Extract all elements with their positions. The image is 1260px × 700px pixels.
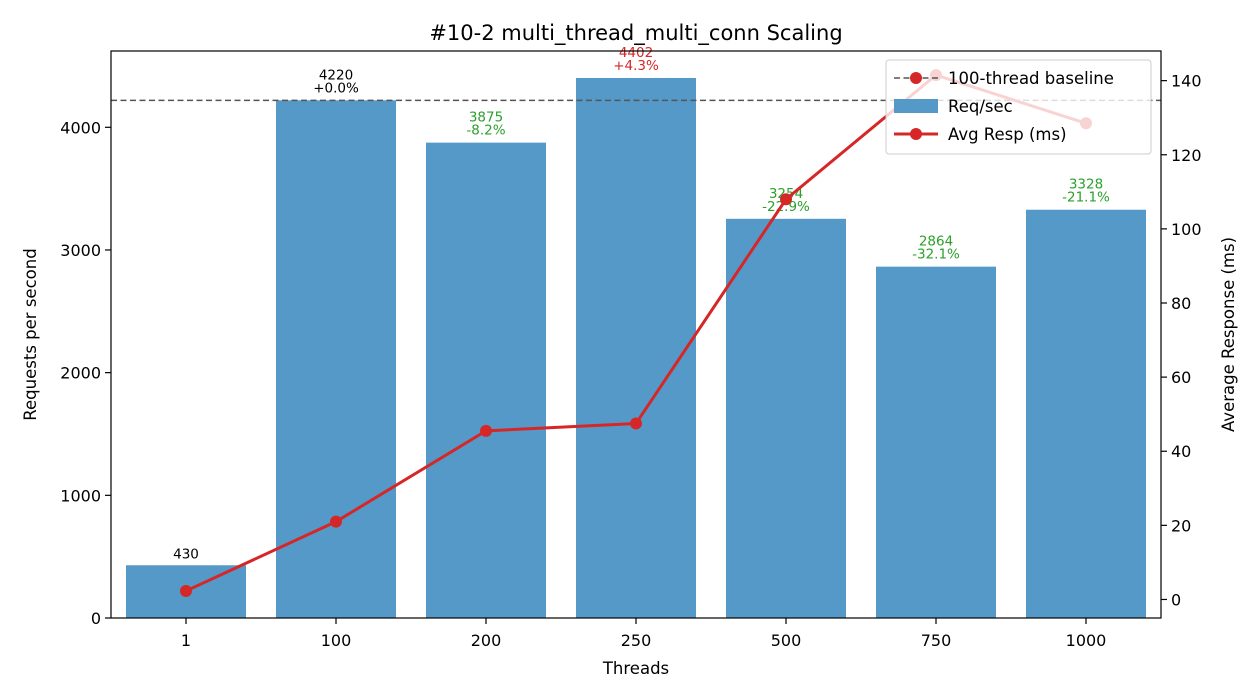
bar-value-label: 430 (173, 546, 199, 562)
legend-entry-baseline: 100-thread baseline (948, 69, 1114, 88)
y2-tick-label: 100 (1171, 220, 1202, 239)
bar-500 (726, 218, 846, 618)
x-tick-label: 750 (921, 631, 952, 650)
bar-pct-label: -21.1% (1062, 190, 1110, 206)
y2-tick-label: 140 (1171, 72, 1202, 91)
y-tick-label: 4000 (60, 118, 101, 137)
bar-value-label: 4402 (619, 45, 653, 61)
bar-pct-label: -22.9% (762, 199, 810, 215)
bar-250 (576, 77, 696, 618)
legend-bar-swatch (894, 99, 938, 113)
legend-line-marker (910, 128, 922, 140)
chart-title: #10-2 multi_thread_multi_conn Scaling (429, 21, 842, 46)
y-axis-label: Requests per second (21, 248, 40, 420)
legend-entry-req-sec: Req/sec (948, 97, 1013, 116)
y-tick-label: 3000 (60, 241, 101, 260)
bar-100 (276, 100, 396, 619)
avg-resp-point (330, 515, 342, 528)
y2-tick-label: 40 (1171, 442, 1191, 461)
y-tick-label: 1000 (60, 486, 101, 505)
y2-tick-label: 60 (1171, 368, 1191, 387)
x-tick-label: 500 (771, 631, 802, 650)
avg-resp-point (780, 193, 792, 206)
y2-tick-label: 120 (1171, 146, 1202, 165)
y-tick-label: 0 (91, 609, 101, 628)
legend-baseline-marker (910, 72, 922, 84)
bar-pct-label: -32.1% (912, 247, 960, 263)
y-tick-label: 2000 (60, 364, 101, 383)
bar-value-label: 4220 (319, 67, 353, 83)
avg-resp-point (480, 424, 492, 437)
bar-pct-label: -8.2% (466, 123, 505, 139)
y2-tick-label: 80 (1171, 294, 1191, 313)
bar-value-label: 2864 (919, 234, 953, 250)
legend-entry-avg-resp: Avg Resp (ms) (948, 125, 1067, 144)
bar-200 (426, 142, 546, 618)
bar-value-label: 3328 (1069, 177, 1103, 193)
x-tick-label: 100 (321, 631, 352, 650)
avg-resp-point (180, 584, 192, 597)
x-tick-label: 1 (181, 631, 191, 650)
plot-area: 4304220+0.0%3875-8.2%4402+4.3%3254-22.9%… (60, 45, 1201, 650)
x-axis-label: Threads (602, 659, 669, 678)
x-tick-label: 200 (471, 631, 502, 650)
x-tick-label: 1000 (1066, 631, 1107, 650)
bar-pct-label: +0.0% (313, 80, 359, 96)
bar-1000 (1026, 209, 1146, 619)
bar-value-label: 3875 (469, 110, 503, 126)
legend-frame (885, 59, 1152, 155)
y2-tick-label: 20 (1171, 516, 1191, 535)
y2-tick-label: 0 (1171, 590, 1181, 609)
bar-750 (876, 266, 996, 618)
x-tick-label: 250 (621, 631, 652, 650)
avg-resp-point (630, 417, 642, 430)
legend: 100-thread baseline Req/sec Avg Resp (ms… (885, 59, 1152, 155)
bar-pct-label: +4.3% (613, 58, 659, 74)
y2-axis-label: Average Response (ms) (1219, 237, 1238, 432)
